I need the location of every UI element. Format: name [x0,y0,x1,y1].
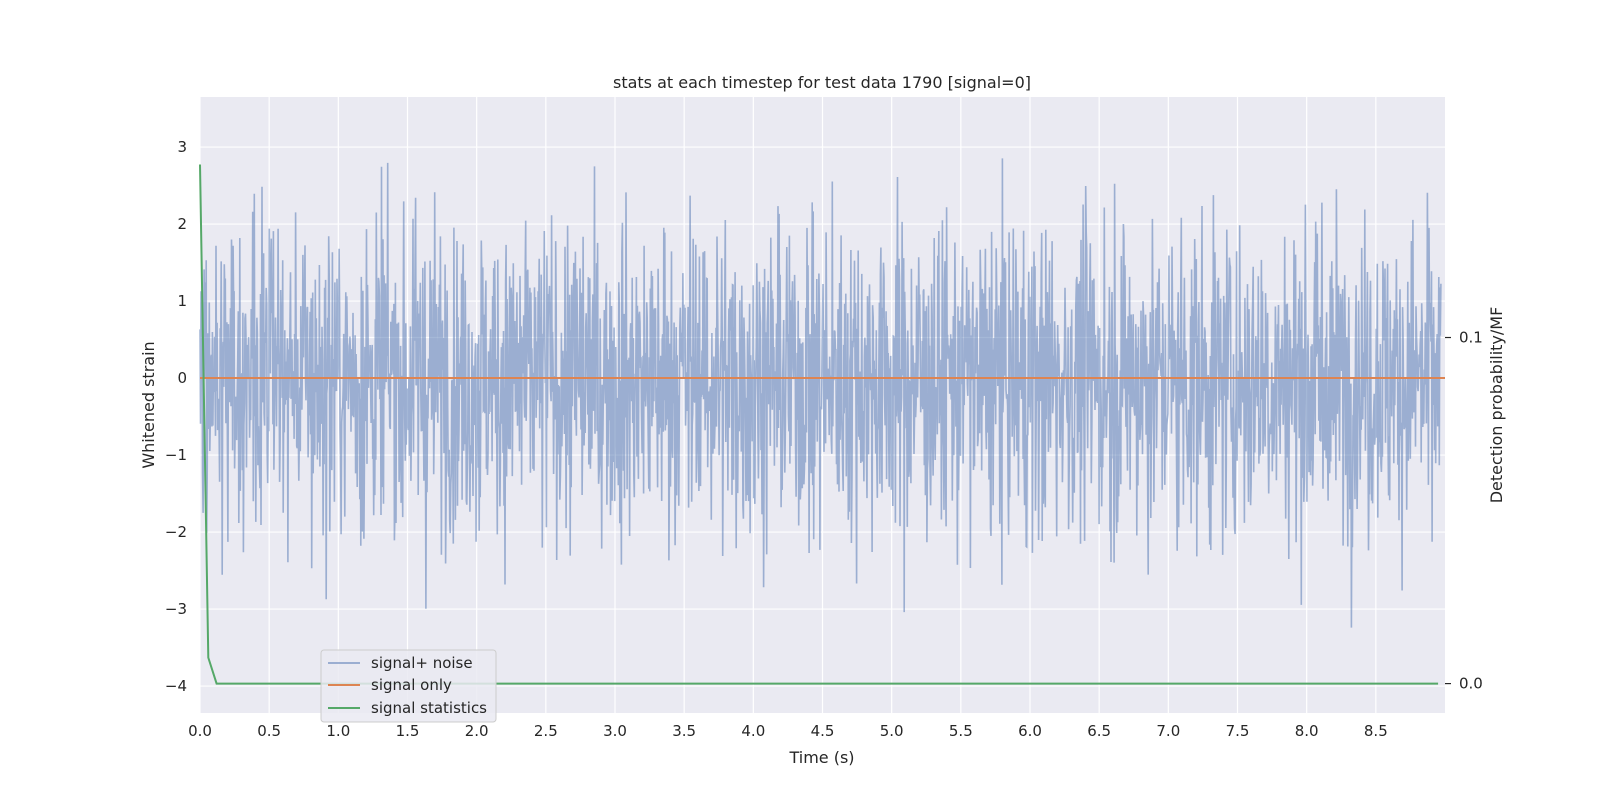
y-right-tick-label: 0.1 [1459,329,1483,347]
x-tick-label: 7.0 [1156,722,1180,740]
x-tick-label: 1.0 [326,722,350,740]
y-axis-right-label: Detection probability/MF [1487,307,1506,504]
y-tick-label: −4 [165,677,187,695]
x-tick-label: 3.0 [603,722,627,740]
x-tick-label: 6.0 [1018,722,1042,740]
x-tick-label: 4.0 [741,722,765,740]
x-tick-label: 5.0 [880,722,904,740]
x-tick-label: 4.5 [811,722,835,740]
legend: signal+ noise signal only signal statist… [320,649,497,723]
chart-title: stats at each timestep for test data 179… [613,73,1031,92]
x-tick-label: 3.5 [672,722,696,740]
y-tick-label: −3 [165,600,187,618]
series-signal-noise-line [199,158,1442,628]
y-right-tick-label: 0.0 [1459,675,1483,693]
y-axis-label: Whitened strain [139,341,158,468]
y-tick-label: −1 [165,446,187,464]
y-tick-label: 0 [177,369,187,387]
x-tick-label: 1.5 [396,722,420,740]
x-tick-label: 0.0 [188,722,212,740]
y-tick-label: −2 [165,523,187,541]
x-tick-label: 0.5 [257,722,281,740]
x-axis-label: Time (s) [788,748,854,767]
legend-label-signal-noise: signal+ noise [371,654,473,672]
y-tick-label: 2 [177,215,187,233]
x-tick-label: 6.5 [1087,722,1111,740]
x-tick-label: 8.5 [1364,722,1388,740]
legend-box [320,649,497,723]
series-layer [199,158,1445,685]
legend-label-signal-only: signal only [371,676,452,694]
x-tick-label: 8.0 [1295,722,1319,740]
series-signal-statistics-line [199,164,1439,685]
tick-labels: 0.0 0.5 1.0 1.5 2.0 2.5 3.0 3.5 4.0 4.5 5.0 5.5 6.0 6… [165,138,1483,740]
legend-label-signal-statistics: signal statistics [371,699,487,717]
y-tick-label: 3 [177,138,187,156]
y-tick-label: 1 [177,292,187,310]
x-tick-label: 5.5 [949,722,973,740]
x-tick-label: 2.5 [534,722,558,740]
x-tick-label: 7.5 [1226,722,1250,740]
x-tick-label: 2.0 [465,722,489,740]
